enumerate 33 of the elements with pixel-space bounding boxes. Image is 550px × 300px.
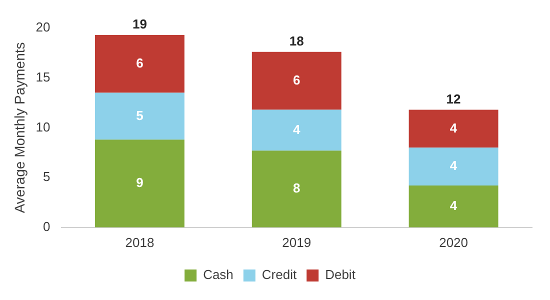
total-label: 18 <box>289 34 304 49</box>
legend-label: Debit <box>325 267 356 282</box>
data-label: 6 <box>136 55 144 70</box>
x-tick-label: 2018 <box>125 234 154 250</box>
bar <box>252 150 342 228</box>
bar <box>94 140 184 228</box>
total-label: 12 <box>446 91 461 106</box>
bar <box>252 110 342 151</box>
bar <box>252 52 342 110</box>
x-tick-label: 2020 <box>439 234 468 250</box>
y-tick-label: 10 <box>36 119 50 134</box>
bar <box>408 110 498 148</box>
data-label: 4 <box>450 198 458 214</box>
data-label: 6 <box>293 72 300 88</box>
legend-label: Credit <box>262 267 297 282</box>
y-axis-title: Average Monthly Payments <box>11 42 28 214</box>
x-tick-label: 2019 <box>282 234 312 250</box>
data-label: 4 <box>450 120 458 136</box>
legend-label: Cash <box>203 267 234 282</box>
data-label: 8 <box>293 180 300 196</box>
data-label: 5 <box>136 108 144 123</box>
y-tick-label: 15 <box>36 69 50 84</box>
total-label: 19 <box>132 16 147 32</box>
bar <box>408 148 498 186</box>
bar <box>94 34 184 93</box>
bar <box>94 92 184 140</box>
data-label: 9 <box>136 175 144 190</box>
y-tick-label: 20 <box>36 20 50 35</box>
y-tick-label: 0 <box>43 218 50 234</box>
data-label: 4 <box>293 122 302 137</box>
y-tick-label: 5 <box>43 169 50 184</box>
data-label: 4 <box>450 158 458 174</box>
bar <box>408 186 498 228</box>
